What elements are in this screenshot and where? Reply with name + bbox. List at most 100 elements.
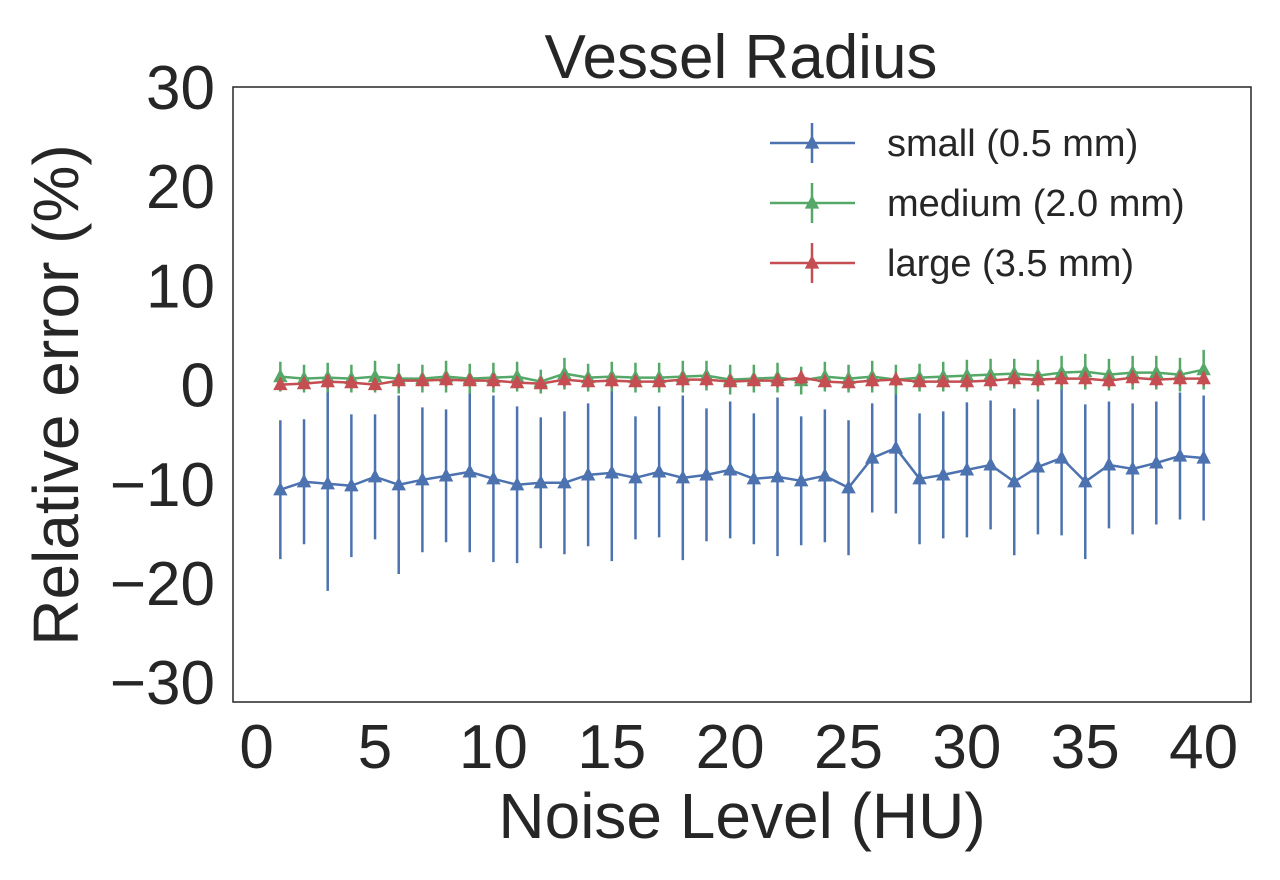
data-point: [865, 449, 880, 464]
data-point: [1007, 370, 1022, 385]
legend-label: small (0.5 mm): [887, 123, 1138, 165]
data-point: [509, 476, 525, 491]
x-axis-ticks: 0 5 10 15 20 25 30 35 40: [239, 713, 1238, 782]
data-point: [415, 372, 430, 387]
data-point: [557, 371, 572, 386]
legend-item: large (3.5 mm): [770, 243, 1134, 285]
data-point: [296, 375, 312, 390]
data-point: [841, 479, 856, 494]
data-point: [580, 373, 596, 388]
data-point: [462, 463, 477, 478]
data-point: [936, 466, 951, 481]
data-point: [651, 463, 667, 478]
data-point: [486, 470, 501, 485]
x-axis-label: Noise Level (HU): [498, 780, 985, 852]
data-point: [344, 477, 359, 492]
legend-item: medium (2.0 mm): [770, 183, 1185, 225]
data-point: [415, 471, 430, 486]
series-1: [273, 376, 1211, 591]
data-point: [770, 468, 785, 483]
data-point: [793, 369, 809, 384]
legend: small (0.5 mm) medium (2.0 mm) large (3.5 …: [770, 123, 1185, 285]
data-point: [770, 372, 785, 387]
data-point: [793, 472, 809, 487]
data-point: [722, 373, 738, 388]
data-point: [344, 374, 359, 389]
series-layer: [273, 349, 1211, 591]
y-tick-label: −30: [110, 649, 215, 718]
data-point: [320, 475, 335, 490]
data-point: [1149, 364, 1164, 379]
data-point: [746, 372, 762, 387]
plot-area: [232, 86, 1252, 703]
data-point: [391, 476, 406, 491]
data-point: [1078, 370, 1093, 385]
series-3: [273, 369, 1211, 391]
data-point: [1030, 371, 1046, 386]
data-point: [959, 373, 975, 388]
data-point: [367, 468, 383, 483]
y-tick-label: 0: [181, 352, 215, 421]
x-tick-label: 15: [577, 713, 646, 782]
data-point: [1030, 458, 1046, 473]
data-point: [604, 464, 619, 479]
data-point: [628, 469, 643, 484]
data-point: [746, 470, 762, 485]
data-point: [509, 374, 525, 389]
data-point: [1078, 473, 1093, 488]
data-point: [296, 473, 312, 488]
data-point: [533, 474, 548, 489]
data-point: [1172, 370, 1188, 385]
y-tick-label: −10: [110, 451, 215, 520]
data-point: [320, 373, 335, 388]
x-tick-label: 20: [696, 713, 765, 782]
data-point: [865, 372, 880, 387]
data-point: [273, 376, 288, 391]
legend-marker: [804, 195, 820, 209]
data-point: [651, 373, 667, 388]
data-point: [1149, 454, 1164, 469]
legend-marker: [804, 135, 820, 149]
data-point: [912, 470, 927, 485]
data-point: [1125, 460, 1140, 475]
data-point: [888, 440, 904, 454]
series-line: [280, 368, 1204, 383]
data-point: [391, 372, 406, 387]
x-tick-label: 25: [814, 713, 883, 782]
data-point: [486, 372, 501, 387]
data-point: [1196, 361, 1211, 376]
data-point: [912, 373, 927, 388]
y-tick-label: 10: [146, 252, 215, 321]
y-axis-label: Relative error (%): [20, 144, 92, 645]
data-point: [888, 371, 904, 386]
x-tick-label: 5: [358, 713, 392, 782]
data-point: [1196, 449, 1211, 464]
data-point: [557, 474, 572, 489]
x-tick-label: 30: [932, 713, 1001, 782]
data-point: [438, 371, 454, 386]
data-point: [628, 373, 643, 388]
legend-marker: [804, 255, 820, 269]
data-point: [367, 368, 383, 383]
data-point: [1078, 363, 1093, 378]
legend-label: large (3.5 mm): [887, 243, 1134, 285]
data-point: [580, 466, 596, 481]
data-point: [1101, 372, 1117, 387]
data-point: [936, 373, 951, 388]
data-point: [1054, 449, 1069, 464]
data-point: [1054, 370, 1069, 385]
data-point: [367, 376, 383, 391]
data-point: [675, 371, 691, 386]
data-point: [273, 368, 288, 383]
data-point: [699, 466, 714, 481]
y-tick-label: −20: [110, 550, 215, 619]
y-axis-ticks: 30 20 10 0 −10 −20 −30: [110, 54, 215, 718]
data-point: [817, 467, 833, 482]
series-line: [279, 446, 1204, 491]
data-point: [1172, 448, 1188, 462]
data-point: [1149, 371, 1164, 386]
y-tick-label: 30: [146, 54, 215, 123]
data-point: [604, 372, 619, 387]
series-line: [280, 376, 1204, 386]
